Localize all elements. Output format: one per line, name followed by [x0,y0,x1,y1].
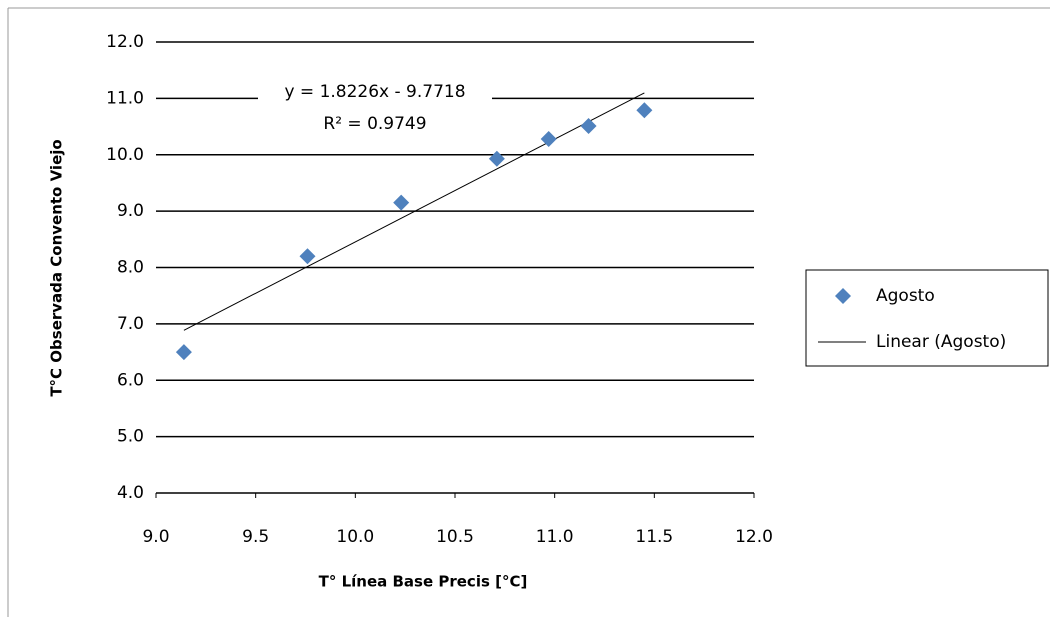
y-tick-label: 12.0 [106,32,144,52]
legend-label: Agosto [876,286,935,306]
x-tick-label: 9.0 [142,527,169,547]
x-tick-label: 9.5 [242,527,269,547]
point [636,102,653,119]
x-axis-title: T° Línea Base Precis [°C] [319,573,528,591]
y-tick-label: 8.0 [117,258,144,278]
equation-bg [258,78,492,136]
trendline [183,92,645,331]
trendline-equation: y = 1.8226x - 9.7718 [284,82,465,102]
legend-box [805,269,1049,367]
point [299,248,316,265]
point [175,344,192,361]
x-tick-label: 10.5 [436,527,474,547]
y-tick-label: 11.0 [106,88,144,108]
point [488,150,505,167]
y-tick-label: 5.0 [117,427,144,447]
x-tick-label: 10.0 [336,527,374,547]
y-tick-label: 7.0 [117,314,144,334]
y-tick-label: 10.0 [106,145,144,165]
y-tick-label: 9.0 [117,201,144,221]
point [393,194,410,211]
legend-marker [835,288,851,304]
y-tick-label: 6.0 [117,370,144,390]
trendline-r2: R² = 0.9749 [323,114,426,134]
point [580,117,597,134]
x-tick-label: 12.0 [735,527,773,547]
y-tick-label: 4.0 [117,483,144,503]
x-tick-label: 11.5 [635,527,673,547]
x-tick-label: 11.0 [536,527,574,547]
point [540,130,557,147]
legend-label: Linear (Agosto) [876,332,1006,352]
y-axis-title: T°C Observada Convento Viejo [48,139,66,396]
